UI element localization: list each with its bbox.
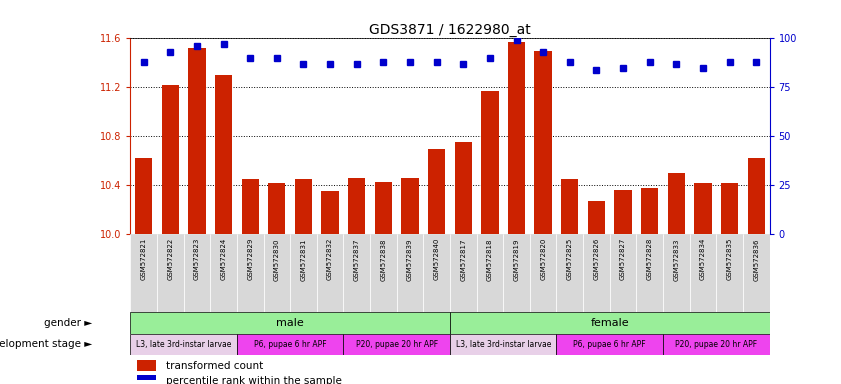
Text: GSM572830: GSM572830 [274, 238, 280, 281]
Bar [135, 158, 152, 234]
Bar [721, 183, 738, 234]
Bar [375, 182, 392, 234]
Text: GSM572817: GSM572817 [460, 238, 466, 281]
Text: development stage ►: development stage ► [0, 339, 93, 349]
Bar [215, 75, 232, 234]
Bar [137, 375, 156, 384]
Text: female: female [590, 318, 629, 328]
Text: GSM572835: GSM572835 [727, 238, 733, 280]
Bar [183, 234, 210, 313]
Bar [343, 234, 370, 313]
Text: GSM572839: GSM572839 [407, 238, 413, 281]
Bar [557, 334, 663, 355]
Bar [663, 334, 770, 355]
Text: GSM572821: GSM572821 [140, 238, 146, 280]
Bar [370, 234, 397, 313]
Bar [637, 234, 663, 313]
Text: GSM572836: GSM572836 [754, 238, 759, 281]
Title: GDS3871 / 1622980_at: GDS3871 / 1622980_at [369, 23, 531, 37]
Bar [583, 234, 610, 313]
Bar [450, 334, 557, 355]
Text: P20, pupae 20 hr APF: P20, pupae 20 hr APF [675, 340, 757, 349]
Bar [290, 234, 317, 313]
Text: L3, late 3rd-instar larvae: L3, late 3rd-instar larvae [456, 340, 551, 349]
Bar [428, 149, 445, 234]
Text: GSM572819: GSM572819 [514, 238, 520, 281]
Bar [295, 179, 312, 234]
Text: P6, pupae 6 hr APF: P6, pupae 6 hr APF [574, 340, 646, 349]
Bar [535, 51, 552, 234]
Bar [455, 142, 472, 234]
Bar [237, 234, 263, 313]
Bar [530, 234, 557, 313]
Bar [477, 234, 503, 313]
Text: transformed count: transformed count [166, 361, 262, 371]
Bar [241, 179, 259, 234]
Bar [130, 313, 450, 334]
Bar [615, 190, 632, 234]
Bar [503, 234, 530, 313]
Bar [561, 179, 579, 234]
Bar [610, 234, 637, 313]
Bar [743, 234, 770, 313]
Bar [641, 188, 659, 234]
Bar [423, 234, 450, 313]
Bar [237, 334, 343, 355]
Text: GSM572827: GSM572827 [620, 238, 626, 280]
Bar [317, 234, 343, 313]
Bar [748, 158, 764, 234]
Bar [668, 173, 685, 234]
Bar [450, 234, 477, 313]
Text: GSM572833: GSM572833 [674, 238, 680, 281]
Bar [157, 234, 183, 313]
Bar [450, 313, 770, 334]
Text: GSM572823: GSM572823 [194, 238, 200, 280]
Text: GSM572818: GSM572818 [487, 238, 493, 281]
Bar [695, 183, 711, 234]
Bar [663, 234, 690, 313]
Bar [717, 234, 743, 313]
Text: gender ►: gender ► [45, 318, 93, 328]
Text: GSM572838: GSM572838 [380, 238, 386, 281]
Text: GSM572837: GSM572837 [354, 238, 360, 281]
Bar [588, 201, 605, 234]
Text: L3, late 3rd-instar larvae: L3, late 3rd-instar larvae [136, 340, 231, 349]
Text: percentile rank within the sample: percentile rank within the sample [166, 376, 341, 384]
Bar [397, 234, 423, 313]
Text: male: male [277, 318, 304, 328]
Bar [188, 48, 205, 234]
Bar [508, 42, 525, 234]
Text: P6, pupae 6 hr APF: P6, pupae 6 hr APF [254, 340, 326, 349]
Bar [130, 334, 237, 355]
Text: GSM572832: GSM572832 [327, 238, 333, 280]
Bar [690, 234, 717, 313]
Text: GSM572828: GSM572828 [647, 238, 653, 280]
Bar [348, 178, 365, 234]
Text: GSM572820: GSM572820 [540, 238, 546, 280]
Text: GSM572822: GSM572822 [167, 238, 173, 280]
Text: GSM572826: GSM572826 [594, 238, 600, 280]
Text: GSM572825: GSM572825 [567, 238, 573, 280]
Bar [130, 234, 157, 313]
Text: GSM572831: GSM572831 [300, 238, 306, 281]
Bar [557, 234, 583, 313]
Bar [401, 178, 419, 234]
Bar [321, 191, 339, 234]
Text: GSM572824: GSM572824 [220, 238, 226, 280]
Text: GSM572834: GSM572834 [700, 238, 706, 280]
Bar [481, 91, 499, 234]
Bar [137, 360, 156, 371]
Text: P20, pupae 20 hr APF: P20, pupae 20 hr APF [356, 340, 437, 349]
Text: GSM572829: GSM572829 [247, 238, 253, 280]
Bar [161, 85, 179, 234]
Bar [263, 234, 290, 313]
Bar [343, 334, 450, 355]
Bar [210, 234, 237, 313]
Text: GSM572840: GSM572840 [434, 238, 440, 280]
Bar [268, 183, 285, 234]
